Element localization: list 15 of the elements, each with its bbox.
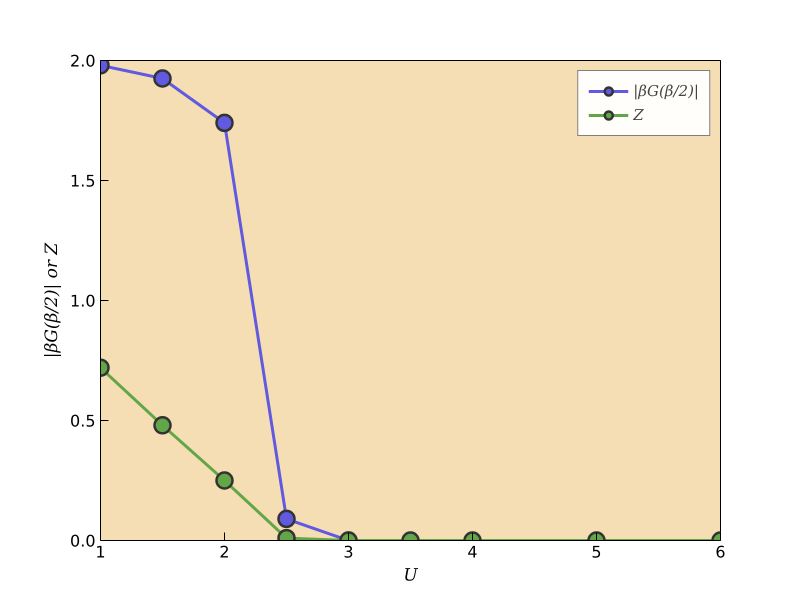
y-tick-label: 0.0 xyxy=(70,532,96,550)
y-tick-label: 1.5 xyxy=(70,172,96,190)
y-tick-label: 1.0 xyxy=(70,292,96,310)
x-tick-label: 6 xyxy=(715,542,726,562)
y-axis-title: |βG(β/2)| or Z xyxy=(42,242,62,358)
legend-label: Z xyxy=(633,106,645,124)
x-tick-label: 5 xyxy=(591,542,602,562)
y-tick-label: 0.5 xyxy=(70,412,96,430)
x-tick-label: 2 xyxy=(219,542,230,562)
x-axis-title: U xyxy=(403,566,418,586)
x-tick-label: 1 xyxy=(95,542,106,562)
y-tick-label: 2.0 xyxy=(70,52,96,70)
legend-label: |βG(β/2)| xyxy=(633,82,699,100)
x-tick-label: 3 xyxy=(343,542,354,562)
x-tick-label: 4 xyxy=(467,542,478,562)
